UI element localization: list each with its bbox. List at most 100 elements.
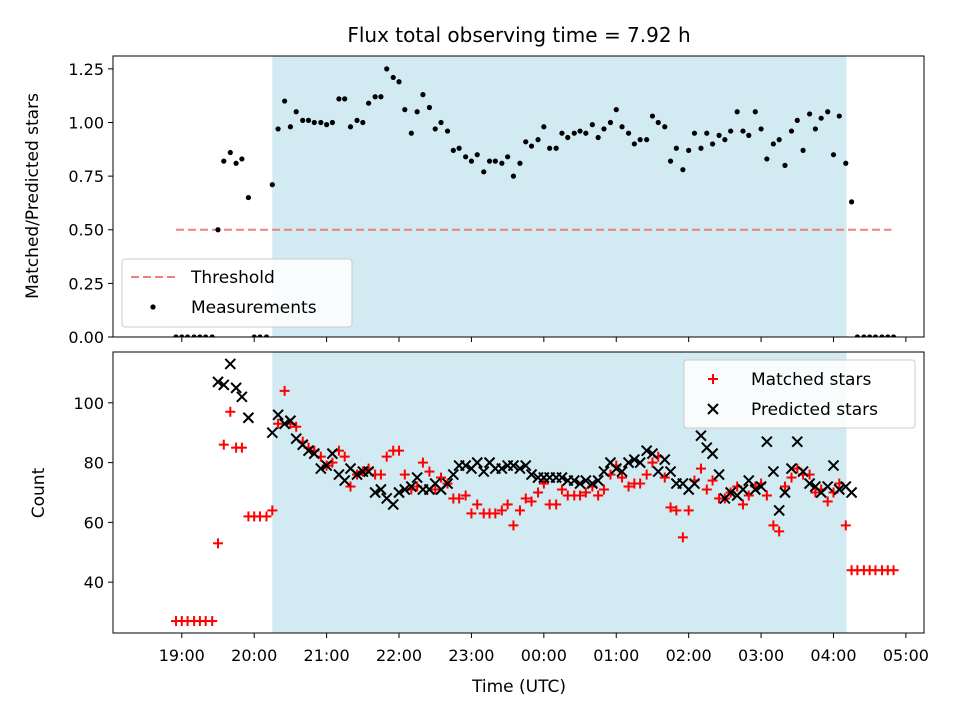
- measurement-point: [336, 96, 342, 102]
- marker-stroke: [290, 432, 302, 445]
- predicted-star-marker: [785, 462, 798, 475]
- marker-stroke: [701, 441, 713, 454]
- measurement-point: [680, 167, 686, 173]
- measurement-point: [366, 100, 372, 106]
- marker-stroke: [640, 444, 653, 457]
- marker-stroke: [622, 456, 635, 469]
- predicted-star-marker: [761, 435, 773, 448]
- measurement-point: [854, 334, 860, 337]
- predicted-star-marker: [845, 486, 858, 499]
- marker-stroke: [724, 486, 737, 499]
- marker-stroke: [707, 403, 719, 415]
- matched-star-marker: [218, 439, 229, 450]
- marker-stroke: [393, 486, 405, 499]
- predicted-star-marker: [272, 409, 284, 421]
- predicted-star-marker: [616, 465, 628, 478]
- measurement-point: [764, 156, 770, 162]
- matched-star-marker: [279, 385, 290, 396]
- marker-stroke: [803, 477, 816, 490]
- measurement-point: [197, 334, 203, 337]
- predicted-star-marker: [212, 376, 224, 388]
- x-tick-label: 21:00: [304, 646, 350, 665]
- predicted-star-marker: [405, 480, 418, 493]
- measurement-point: [481, 169, 487, 175]
- predicted-star-marker: [779, 486, 791, 499]
- matched-star-marker: [436, 472, 447, 483]
- measurement-point: [420, 92, 426, 98]
- matched-star-marker: [345, 481, 356, 492]
- predicted-star-marker: [659, 453, 671, 466]
- marker-stroke: [695, 429, 707, 442]
- x-tick-label: 20:00: [231, 646, 277, 665]
- matched-star-marker: [520, 493, 531, 504]
- marker-stroke: [743, 474, 755, 487]
- measurement-point: [601, 126, 607, 132]
- matched-star-marker: [236, 442, 247, 453]
- marker-stroke: [266, 427, 279, 439]
- measurement-point: [565, 134, 571, 141]
- measurement-point: [613, 107, 619, 113]
- marker-stroke: [459, 459, 472, 472]
- measurement-point: [571, 130, 577, 136]
- marker-stroke: [586, 477, 599, 490]
- marker-stroke: [339, 474, 351, 487]
- matched-star-marker: [526, 496, 537, 507]
- predicted-star-marker: [743, 474, 755, 487]
- marker-stroke: [821, 480, 834, 493]
- plot-area: [170, 358, 899, 627]
- measurement-point: [728, 128, 734, 134]
- predicted-star-marker: [230, 382, 242, 394]
- measurement-point: [203, 334, 209, 337]
- top-axes: 0.00 0.25 0.50 0.75 1.00 1.25 Threshold Measure…: [68, 55, 925, 347]
- measurement-point: [872, 334, 879, 337]
- measurement-point: [444, 128, 451, 134]
- legend-measurements-label: Measurements: [191, 298, 317, 318]
- predicted-star-marker: [514, 462, 526, 475]
- predicted-star-marker: [556, 471, 568, 484]
- marker-stroke: [610, 462, 622, 475]
- marker-stroke: [441, 477, 454, 490]
- measurement-point: [257, 334, 263, 337]
- predicted-star-marker: [387, 498, 399, 511]
- marker-stroke: [333, 468, 345, 481]
- measurement-point: [848, 199, 855, 205]
- predicted-star-marker: [791, 435, 803, 448]
- matched-star-marker: [533, 487, 544, 498]
- measurement-point: [812, 126, 818, 132]
- measurement-point: [547, 145, 553, 151]
- predicted-star-marker: [640, 444, 653, 457]
- predicted-star-marker: [797, 465, 809, 478]
- predicted-star-marker: [520, 459, 532, 472]
- predicted-star-marker: [737, 483, 749, 496]
- matched-star-marker: [454, 493, 465, 504]
- matched-star-marker: [339, 451, 350, 462]
- matched-star-marker: [291, 421, 302, 432]
- measurement-point: [287, 124, 294, 130]
- measurement-point: [800, 147, 806, 153]
- bottom-axes: 40 60 80 100 19:00 20:00 21:00 22:00 23:00 00:00 0…: [73, 351, 929, 665]
- marker-stroke: [749, 483, 761, 496]
- predicted-star-marker: [749, 483, 761, 496]
- measurement-point: [510, 173, 517, 179]
- marker-stroke: [399, 483, 411, 496]
- predicted-star-marker: [695, 429, 707, 442]
- measurement-point: [173, 334, 179, 337]
- predicted-star-marker: [724, 486, 737, 499]
- marker-stroke: [411, 471, 423, 484]
- measurement-point: [269, 182, 275, 188]
- measurement-point: [239, 156, 245, 162]
- matched-star-marker: [665, 502, 676, 513]
- matched-star-marker: [701, 484, 712, 495]
- marker-stroke: [688, 477, 701, 490]
- measurement-point: [662, 124, 668, 130]
- y-tick-label: 60: [84, 513, 104, 532]
- y-tick-label: 40: [84, 573, 104, 592]
- matched-star-marker: [779, 481, 790, 492]
- matched-star-marker: [617, 472, 628, 483]
- marker-stroke: [677, 477, 689, 490]
- measurement-point: [360, 119, 366, 126]
- predicted-star-marker: [821, 480, 834, 493]
- measurement-point: [293, 109, 299, 115]
- marker-stroke: [496, 462, 508, 475]
- measurement-point: [215, 227, 221, 233]
